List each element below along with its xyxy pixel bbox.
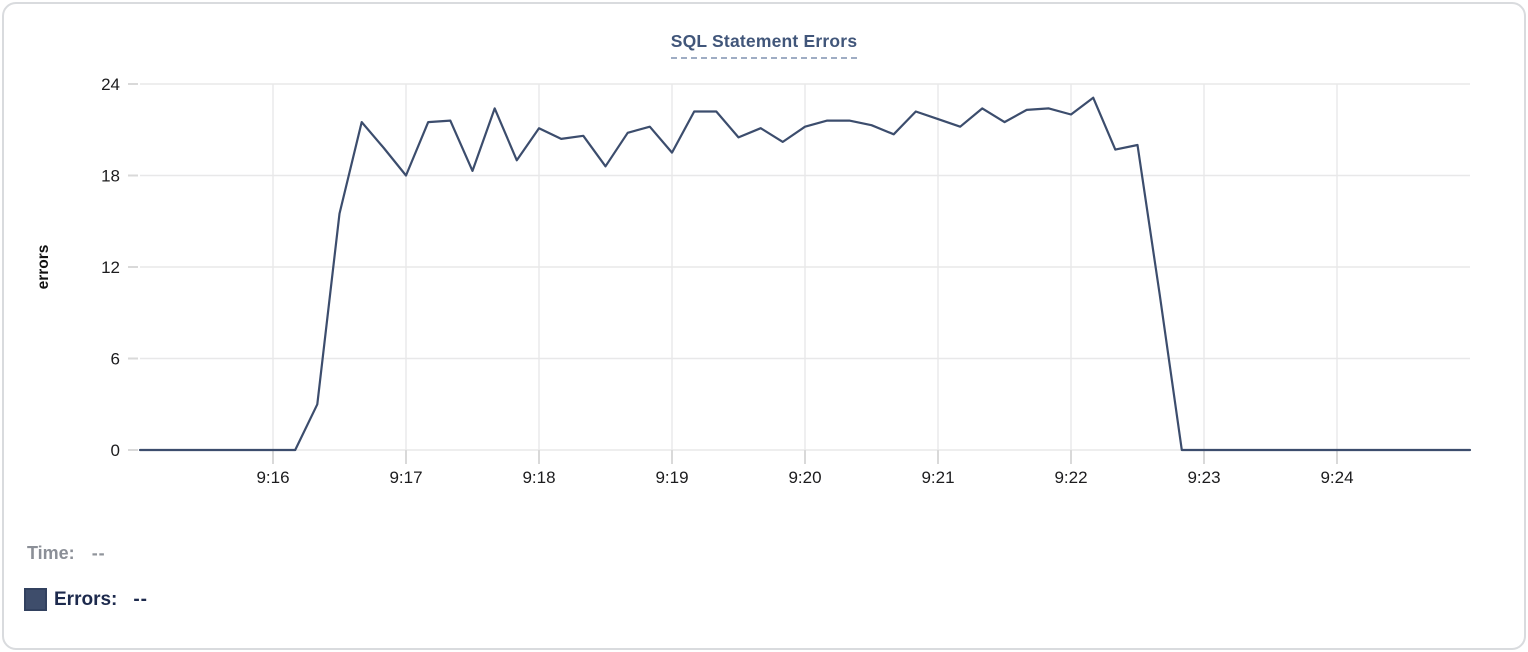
chart-title[interactable]: SQL Statement Errors <box>670 31 858 59</box>
x-tick-label: 9:20 <box>788 468 821 487</box>
time-label: Time: <box>27 543 75 563</box>
y-tick-label: 6 <box>111 350 120 369</box>
axis-ticks <box>128 83 1338 464</box>
x-tick-label: 9:18 <box>522 468 555 487</box>
x-tick-label: 9:21 <box>921 468 954 487</box>
x-tick-label: 9:16 <box>256 468 289 487</box>
chart-header: SQL Statement Errors <box>0 31 1528 59</box>
y-axis-title: errors <box>35 245 52 290</box>
gridlines <box>140 83 1470 451</box>
y-tick-label: 24 <box>101 75 120 94</box>
readout-errors-row: Errors: -- <box>24 588 148 611</box>
x-tick-label: 9:23 <box>1187 468 1220 487</box>
errors-label: Errors: <box>54 588 118 610</box>
errors-line-chart[interactable]: 0 6 12 18 24 9:16 9:17 9:18 9:19 9:20 9:21 9:22 9:23… <box>0 0 1528 505</box>
errors-legend-swatch <box>24 588 47 611</box>
errors-value: -- <box>133 588 149 610</box>
time-value: -- <box>91 543 106 563</box>
y-tick-label: 18 <box>101 167 120 186</box>
readout-time-row: Time: -- <box>27 543 106 564</box>
x-tick-label: 9:22 <box>1054 468 1087 487</box>
errors-series-line <box>138 96 1472 452</box>
x-tick-label: 9:19 <box>655 468 688 487</box>
y-tick-label: 12 <box>101 258 120 277</box>
y-tick-label: 0 <box>111 441 120 460</box>
axis-labels: 0 6 12 18 24 9:16 9:17 9:18 9:19 9:20 9:21 9:22 9:23… <box>101 75 1353 487</box>
x-tick-label: 9:24 <box>1320 468 1353 487</box>
x-tick-label: 9:17 <box>389 468 422 487</box>
